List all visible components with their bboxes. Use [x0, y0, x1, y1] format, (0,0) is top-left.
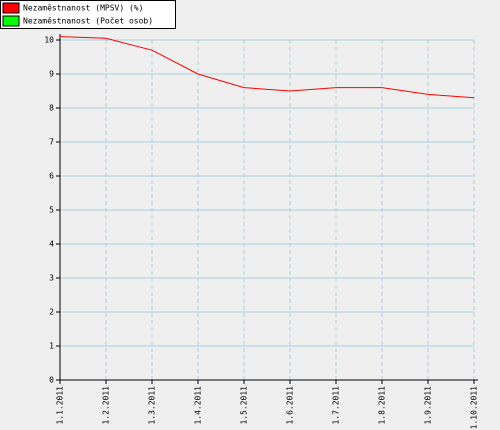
series-line	[59, 36, 475, 99]
x-tick-label: 1.10.2011	[470, 386, 479, 430]
legend-label: Nezaměstnanost (MPSV) (%)	[23, 4, 143, 13]
x-tick-label: 1.7.2011	[332, 386, 341, 425]
legend-label: Nezaměstnanost (Počet osob)	[23, 16, 153, 26]
y-tick-label: 2	[49, 308, 54, 317]
x-tick-label: 1.6.2011	[286, 386, 295, 425]
y-tick-label: 9	[49, 70, 54, 79]
legend-swatch	[2, 2, 20, 14]
x-tick-label: 1.3.2011	[148, 386, 157, 425]
legend-swatch	[2, 15, 20, 27]
x-tick-label: 1.9.2011	[424, 386, 433, 425]
x-tick-label: 1.1.2011	[56, 386, 65, 425]
y-tick-label: 8	[49, 104, 54, 113]
x-tick-label: 1.4.2011	[194, 386, 203, 425]
y-tick-label: 10	[44, 36, 54, 45]
y-tick-label: 0	[49, 376, 54, 385]
x-tick-label: 1.5.2011	[240, 386, 249, 425]
y-tick-label: 4	[49, 240, 54, 249]
x-tick-label: 1.8.2011	[378, 386, 387, 425]
y-tick-label: 5	[49, 206, 54, 215]
y-tick-label: 7	[49, 138, 54, 147]
legend	[0, 0, 176, 29]
y-tick-label: 6	[49, 172, 54, 181]
y-tick-label: 3	[49, 274, 54, 283]
x-tick-label: 1.2.2011	[102, 386, 111, 425]
y-tick-label: 1	[49, 342, 54, 351]
